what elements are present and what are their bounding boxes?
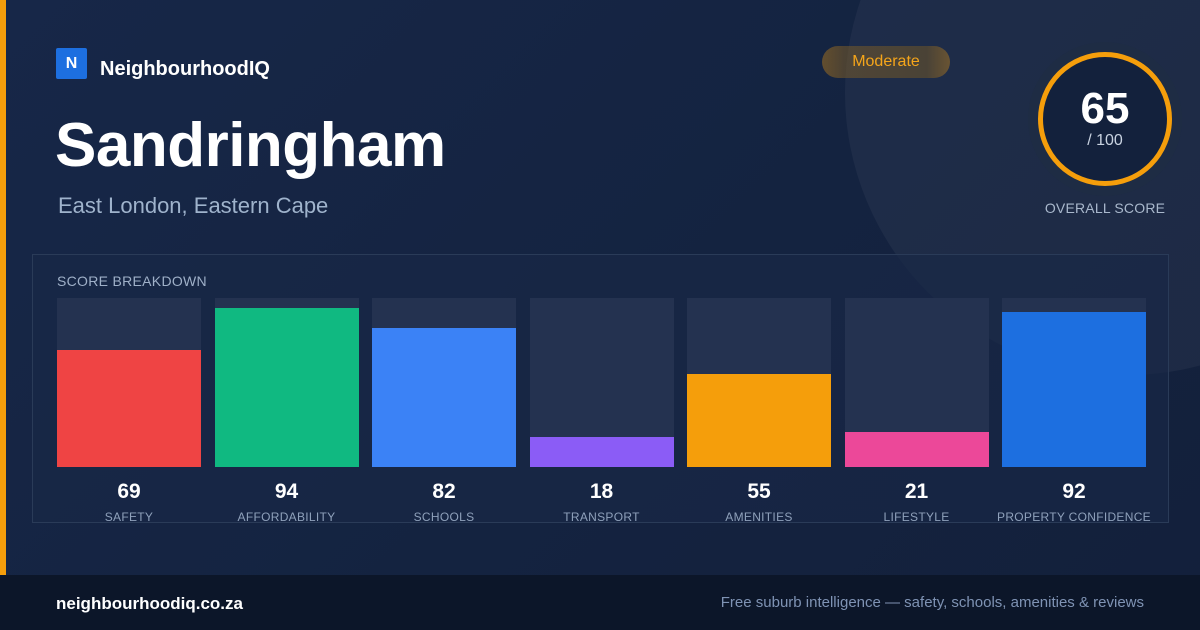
bar-value: 94 xyxy=(274,480,299,503)
rating-badge: Moderate xyxy=(822,46,950,78)
bar-value: 55 xyxy=(747,480,771,503)
brand-logo-icon: N xyxy=(56,48,87,79)
bar-fill xyxy=(372,328,516,467)
overall-score-max: / 100 xyxy=(1087,132,1123,149)
bar-fill xyxy=(214,308,359,467)
suburb-title: Sandringham xyxy=(55,111,446,180)
bar-fill xyxy=(1002,312,1146,467)
bar-label: LIFESTYLE xyxy=(883,510,950,524)
brand: N NeighbourhoodIQ xyxy=(56,46,270,81)
bar-track xyxy=(844,298,989,467)
bar-value: 82 xyxy=(432,480,456,503)
bar-label: SCHOOLS xyxy=(413,510,475,524)
bar-track xyxy=(214,298,359,467)
bar-fill xyxy=(529,437,674,467)
bar-value: 69 xyxy=(117,480,141,503)
score-breakdown-title: SCORE BREAKDOWN xyxy=(57,273,207,289)
bar-track xyxy=(372,298,516,467)
bar-label: TRANSPORT xyxy=(563,510,640,524)
overall-score-ring: 65 / 100 xyxy=(1028,42,1182,196)
overall-score-value: 65 xyxy=(1080,84,1130,133)
bar-value: 21 xyxy=(904,480,929,503)
bar-track xyxy=(1002,298,1146,467)
footer: neighbourhoodiq.co.za Free suburb intell… xyxy=(0,575,1200,630)
bar-fill xyxy=(687,374,831,467)
bar-track xyxy=(57,298,201,467)
brand-name: NeighbourhoodIQ xyxy=(100,58,270,80)
bar-fill xyxy=(57,350,201,467)
bar-track xyxy=(687,298,831,467)
bar-fill xyxy=(844,432,989,467)
bar-value: 92 xyxy=(1062,480,1086,503)
footer-domain: neighbourhoodiq.co.za xyxy=(56,594,243,613)
bar-track xyxy=(529,298,674,467)
bar-label: SAFETY xyxy=(104,510,154,524)
bar-label: AMENITIES xyxy=(725,510,793,524)
accent-stripe xyxy=(0,0,6,575)
score-ring-progress xyxy=(1038,52,1172,186)
suburb-location: East London, Eastern Cape xyxy=(58,193,329,218)
bar-value: 18 xyxy=(589,480,614,503)
overall-score-caption: OVERALL SCORE xyxy=(1044,200,1166,216)
score-breakdown-panel: SCORE BREAKDOWN 69 SAFETY 94 AFFORDABILITY 8… xyxy=(32,254,1169,524)
bar-label: AFFORDABILITY xyxy=(237,510,336,524)
footer-tagline: Free suburb intelligence — safety, schoo… xyxy=(720,594,1144,611)
bar-label: PROPERTY CONFIDENCE xyxy=(997,510,1151,524)
